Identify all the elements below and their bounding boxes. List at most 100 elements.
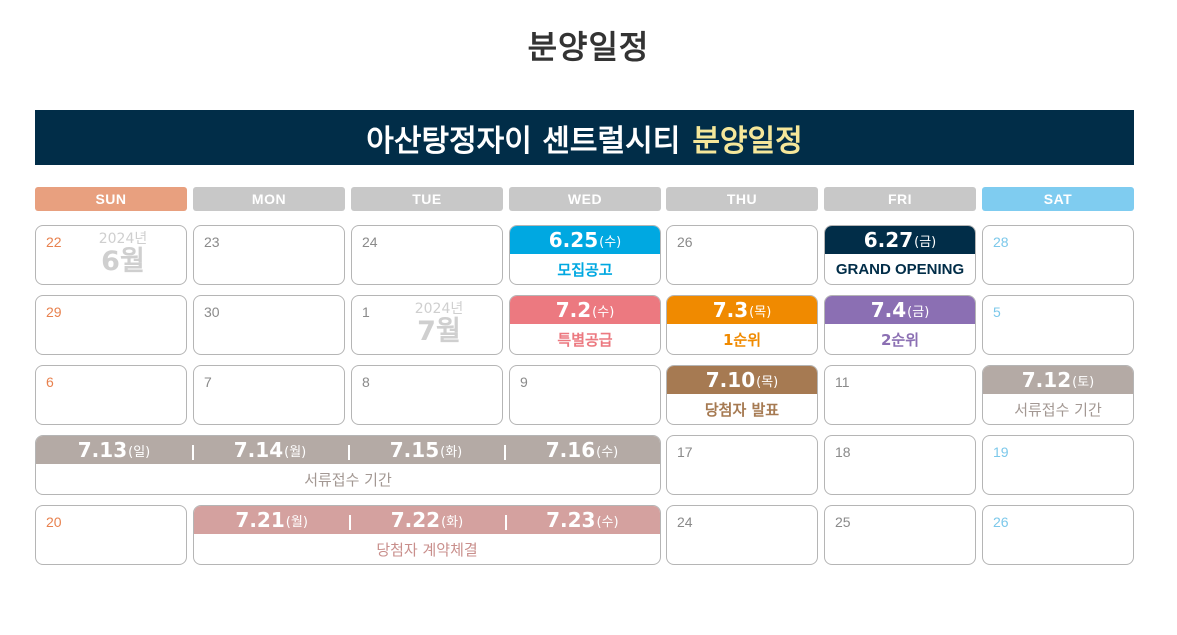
calendar-cell-jun-26: 26 [666,225,818,285]
event-date-header: 7.3 (목) [667,296,817,324]
day-number: 17 [677,444,693,460]
day-number: 26 [677,234,693,250]
event-date-header: 7.21 (월) 7.22 (화) 7.23 (수) [194,506,660,534]
calendar-cell-jun-23: 23 [193,225,345,285]
event-date-header: 7.4 (금) [825,296,975,324]
day-number: 30 [204,304,220,320]
event-weekday: (토) [1072,374,1095,390]
weekday-header-mon: MON [193,187,345,211]
day-number: 24 [677,514,693,530]
calendar-cell-jul-25: 25 [824,505,976,565]
event-weekday: (목) [749,304,772,320]
month-marker-month: 7월 [417,316,461,347]
month-marker-year: 2024년 [98,231,148,247]
event-label: 당첨자 발표 [704,400,780,419]
month-marker-july: 2024년 7월 [410,302,468,345]
calendar-cell-jul-5: 5 [982,295,1134,355]
event-date: 7.14 [233,438,284,462]
schedule-banner: 아산탕정자이 센트럴시티 분양일정 [35,110,1134,165]
event-date-header: 6.25 (수) [510,226,660,254]
calendar-cell-jul-1: 1 2024년 7월 [351,295,503,355]
weekday-header-thu: THU [666,187,818,211]
month-marker-month: 6월 [101,246,145,277]
event-cell-special-supply: 7.2 (수) 특별공급 [509,295,661,355]
day-number: 11 [835,374,850,390]
event-date: 6.25 [548,228,599,252]
calendar-cell-jul-7: 7 [193,365,345,425]
event-cell-grand-opening: 6.27 (금) GRAND OPENING [824,225,976,285]
event-label: 서류접수 기간 [1014,400,1102,419]
calendar-cell-jun-28: 28 [982,225,1134,285]
weekday-header-sat: SAT [982,187,1134,211]
event-date: 7.16 [545,438,596,462]
calendar-cell-jul-6: 6 [35,365,187,425]
event-date: 7.12 [1021,368,1072,392]
calendar-cell-jul-9: 9 [509,365,661,425]
day-number: 23 [204,234,220,250]
day-number: 29 [46,304,62,320]
event-weekday: (수) [596,444,619,460]
event-date: 7.23 [546,508,596,532]
day-number: 8 [362,374,370,390]
month-marker-year: 2024년 [414,301,464,317]
event-weekday: (월) [284,444,307,460]
day-number: 5 [993,304,1001,320]
event-weekday: (일) [128,444,151,460]
day-number: 26 [993,514,1009,530]
calendar-cell-jul-8: 8 [351,365,503,425]
event-cell-winners-announcement: 7.10 (목) 당첨자 발표 [666,365,818,425]
event-date: 7.2 [555,298,592,322]
day-number: 1 [362,304,370,320]
day-number: 25 [835,514,851,530]
event-label: 2순위 [880,330,920,349]
event-date: 7.4 [870,298,907,322]
span-date-segment: 7.16 (수) [504,438,660,462]
span-date-segment: 7.14 (월) [192,438,348,462]
event-date-header: 7.12 (토) [983,366,1133,394]
event-date: 6.27 [863,228,914,252]
event-weekday: (금) [907,304,930,320]
event-date-header: 7.2 (수) [510,296,660,324]
event-label: 1순위 [722,330,762,349]
page-title: 분양일정 [527,28,650,66]
event-weekday: (수) [596,514,619,530]
event-date: 7.22 [390,508,441,532]
event-label: 모집공고 [557,260,613,279]
event-date-header: 7.13 (일) 7.14 (월) 7.15 (화) 7.16 (수) [36,436,660,464]
event-date: 7.21 [235,508,285,532]
event-cell-recruitment-notice: 6.25 (수) 모집공고 [509,225,661,285]
day-number: 24 [362,234,378,250]
event-weekday: (수) [599,234,622,250]
weekday-header-wed: WED [509,187,661,211]
weekday-header-fri: FRI [824,187,976,211]
calendar-cell-jun-24: 24 [351,225,503,285]
event-weekday: (수) [592,304,615,320]
span-date-segment: 7.22 (화) [349,508,504,532]
event-span-document-submission: 7.13 (일) 7.14 (월) 7.15 (화) 7.16 (수) 서류접수 기간 [35,435,661,495]
event-date: 7.13 [77,438,128,462]
day-number: 19 [993,444,1009,460]
day-number: 7 [204,374,212,390]
calendar-cell-jul-11: 11 [824,365,976,425]
calendar-cell-jun-30: 30 [193,295,345,355]
event-weekday: (화) [441,514,464,530]
calendar-cell-jun-22: 22 2024년 6월 [35,225,187,285]
event-label: GRAND OPENING [835,260,965,278]
span-date-segment: 7.21 (월) [194,508,349,532]
day-number: 9 [520,374,528,390]
event-label: 당첨자 계약체결 [376,540,478,559]
event-weekday: (금) [914,234,937,250]
calendar-cell-jul-26: 26 [982,505,1134,565]
day-number: 6 [46,374,54,390]
event-weekday: (화) [440,444,463,460]
day-number: 28 [993,234,1009,250]
calendar-cell-jul-19: 19 [982,435,1134,495]
banner-highlight: 분양일정 [692,123,803,159]
event-span-contract-signing: 7.21 (월) 7.22 (화) 7.23 (수) 당첨자 계약체결 [193,505,661,565]
event-cell-first-priority: 7.3 (목) 1순위 [666,295,818,355]
span-date-segment: 7.13 (일) [36,438,192,462]
event-cell-second-priority: 7.4 (금) 2순위 [824,295,976,355]
event-cell-document-submission-start: 7.12 (토) 서류접수 기간 [982,365,1134,425]
calendar-cell-jul-17: 17 [666,435,818,495]
day-number: 22 [46,234,62,250]
